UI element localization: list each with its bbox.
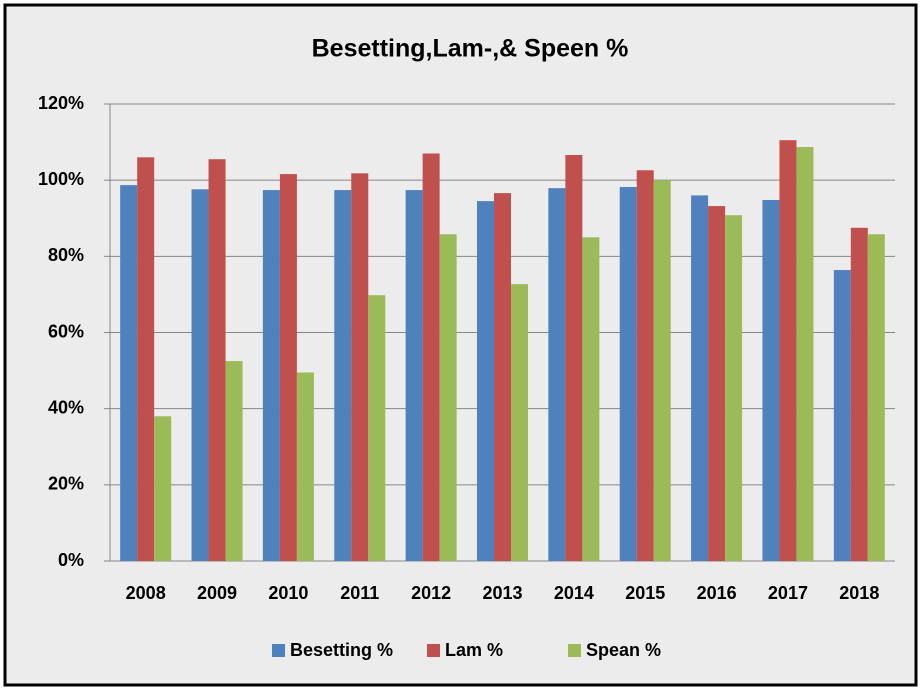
x-tick-label: 2008 [126,583,166,603]
x-tick-label: 2018 [839,583,879,603]
y-tick-label: 60% [48,321,84,341]
bar [334,190,352,561]
x-tick-label: 2016 [697,583,737,603]
bar [262,190,280,561]
legend-label: Lam % [445,640,503,660]
x-tick-label: 2015 [625,583,665,603]
bar [154,416,172,561]
bar [494,193,511,562]
x-tick-label: 2013 [482,583,522,603]
legend-label: Besetting % [290,640,393,660]
chart-title: Besetting,Lam-,& Speen % [312,35,629,63]
bar [653,180,671,561]
bar [691,195,709,561]
bar [208,159,226,562]
x-tick-label: 2017 [768,583,808,603]
bar [582,237,600,561]
legend-swatch [272,644,285,657]
bar [368,295,386,561]
bar [548,188,566,561]
y-tick-label: 120% [38,93,84,113]
bar [351,173,369,562]
x-tick-label: 2011 [340,583,379,603]
bar [439,234,457,561]
legend-swatch [427,644,440,657]
bar [779,140,797,561]
x-tick-label: 2010 [268,583,308,603]
bar [137,157,155,562]
bar [511,284,528,561]
bar [636,170,654,561]
y-tick-label: 40% [48,397,84,417]
x-tick-label: 2014 [554,583,594,603]
bar [796,147,814,561]
bar [296,372,314,561]
bar [833,270,851,561]
bar [725,215,743,561]
bar [477,201,494,562]
x-tick-label: 2012 [411,583,451,603]
bar [120,185,138,561]
bar [619,187,637,561]
bar [422,153,440,561]
y-tick-label: 80% [48,245,84,265]
bar [867,234,885,561]
bar [850,227,868,562]
bar [708,206,726,561]
bar [191,189,209,561]
legend-swatch [568,644,581,657]
bar [405,190,423,561]
bar [565,155,583,561]
bar [762,199,780,561]
x-tick-label: 2009 [197,583,237,603]
legend-label: Spean % [586,640,661,660]
y-tick-label: 100% [38,169,84,189]
y-tick-label: 0% [58,550,84,570]
bar [279,174,297,561]
bar [225,361,243,561]
y-tick-label: 20% [48,474,84,494]
